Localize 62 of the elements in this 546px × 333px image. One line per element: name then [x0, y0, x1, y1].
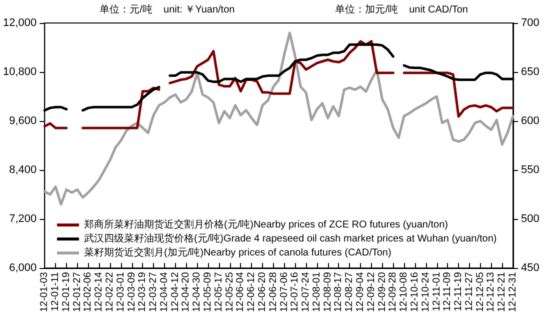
x-tick-label: 12-05-09	[202, 272, 214, 312]
x-tick-label: 12-04-30	[192, 272, 203, 312]
line-series	[43, 32, 514, 206]
x-tick-label: 12-06-04	[235, 272, 246, 312]
x-tick-label: 12-05-25	[224, 272, 236, 312]
x-tick-label: 12-03-27	[148, 272, 160, 312]
x-tick-label: 12-06-20	[256, 272, 268, 312]
legend-label: 菜籽期货近交割月(加元/吨)Nearby prices of canola futures (CAD/Ton)	[84, 246, 392, 258]
y-axis-title: 单位：元/吨 unit: ￥Yuan/ton	[100, 4, 235, 16]
y2-tick-label: 650	[521, 66, 540, 78]
y2-tick-label: 550	[521, 164, 540, 176]
x-tick-label: 12-10-16	[409, 272, 420, 312]
x-tick-label: 12-11-09	[442, 272, 454, 312]
y-tick-label: 7,200	[9, 213, 37, 225]
x-tick-label: 12-07-24	[300, 272, 312, 312]
x-tick-label: 12-08-27	[344, 272, 356, 312]
x-tick-label: 12-02-14	[94, 272, 105, 312]
legend-label: 郑商所菜籽油期货近交割月价格(元/吨)Nearby prices of ZCE RO futures (yuan/ton)	[84, 218, 448, 230]
y2-tick-label: 600	[521, 115, 540, 127]
y-tick-label: 8,400	[9, 164, 37, 176]
x-tick-label: 12-06-28	[268, 272, 279, 312]
x-tick-label: 12-11-27	[464, 272, 475, 312]
x-tick-label: 12-11-01	[431, 272, 442, 312]
x-tick-label: 12-02-06	[82, 272, 94, 312]
x-tick-label: 12-09-12	[366, 272, 377, 312]
x-tick-label: 12-09-04	[355, 272, 366, 312]
x-tick-label: 12-11-19	[453, 272, 464, 312]
y-tick-label: 6,000	[9, 262, 37, 274]
y2-tick-label: 500	[521, 213, 540, 225]
y2-axis-title: 单位：加元/吨 unit CAD/Ton	[335, 4, 468, 16]
x-tick-label: 12-01-11	[50, 272, 62, 312]
x-tick-label: 12-08-17	[333, 272, 344, 312]
x-tick-label: 12-08-01	[311, 272, 322, 312]
y-tick-label: 9,600	[9, 115, 37, 127]
x-tick-label: 12-12-05	[474, 272, 486, 312]
x-tick-label: 12-12-31	[508, 272, 518, 312]
x-tick-label: 12-10-24	[420, 272, 432, 312]
y2-tick-label: 450	[521, 262, 540, 274]
x-tick-label: 12-01-27	[72, 272, 83, 312]
y-tick-label: 12,000	[2, 17, 37, 29]
y2-tick-label: 700	[521, 17, 540, 29]
x-tick-label: 12-02-22	[104, 272, 116, 312]
x-tick-label: 12-12-21	[496, 272, 508, 312]
x-tick-label: 12-04-04	[158, 272, 170, 312]
x-tick-label: 12-07-16	[290, 272, 301, 312]
x-tick-label: 12-01-19	[60, 272, 72, 312]
x-tick-label: 12-01-03	[39, 272, 50, 312]
x-tick-label: 12-05-17	[213, 272, 224, 312]
x-tick-label: 12-09-20	[376, 272, 388, 312]
legend-label: 武汉四级菜籽油现货价格(元/吨)Grade 4 rapeseed oil cash market prices at Wuhan (yuan/ton)	[84, 232, 497, 244]
x-tick-label: 12-07-06	[278, 272, 290, 312]
x-tick-label: 12-03-19	[137, 272, 148, 312]
x-tick-label: 12-06-12	[246, 272, 258, 312]
x-tick-label: 12-03-01	[115, 272, 126, 312]
x-tick-label: 12-08-09	[322, 272, 334, 312]
x-tick-label: 12-04-12	[170, 272, 181, 312]
x-tick-label: 12-04-20	[180, 272, 192, 312]
x-tick-label: 12-12-13	[486, 272, 497, 312]
y-tick-label: 10,800	[2, 66, 37, 78]
x-tick-label: 12-09-28	[388, 272, 399, 312]
x-tick-label: 12-10-08	[398, 272, 410, 312]
x-tick-label: 12-03-09	[126, 272, 138, 312]
